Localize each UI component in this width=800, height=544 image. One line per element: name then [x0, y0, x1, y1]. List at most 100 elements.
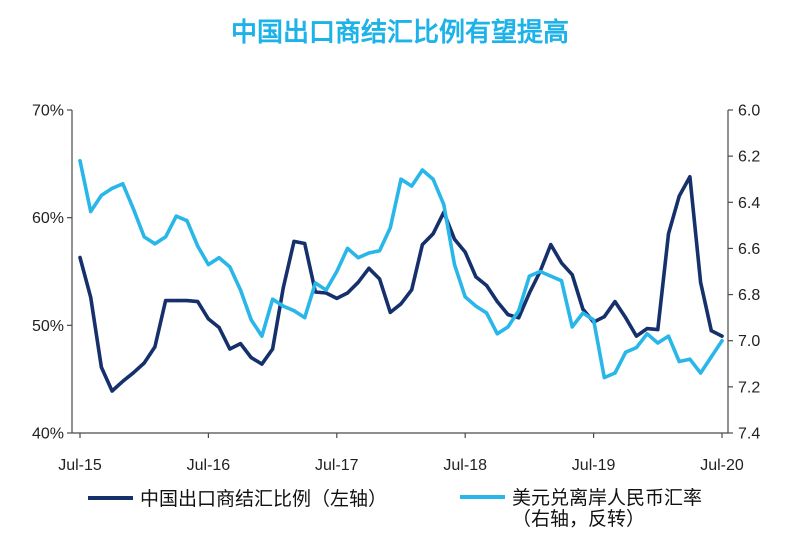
settlement-ratio-point — [292, 239, 296, 243]
settlement-ratio-point — [356, 280, 360, 284]
usd-cnh-rate-point — [666, 334, 671, 338]
left-y-tick-label: 50% — [32, 318, 64, 335]
x-tick-label: Jul-18 — [443, 457, 487, 474]
left-y-tick-label: 40% — [32, 426, 64, 443]
settlement-ratio-point — [228, 347, 232, 351]
usd-cnh-rate-point — [399, 177, 403, 181]
settlement-ratio-point — [399, 302, 403, 306]
legend: 中国出口商结汇比例（左轴） 美元兑离岸人民币汇率 （右轴，反转） — [88, 487, 702, 530]
settlement-ratio-point — [463, 250, 467, 254]
right-y-tick-label: 6.0 — [738, 103, 760, 120]
settlement-ratio-point — [709, 329, 713, 333]
legend-axis-note-usd-cnh-rate: （右轴，反转） — [512, 508, 645, 530]
settlement-ratio-point — [431, 232, 435, 236]
settlement-ratio-point — [217, 325, 221, 330]
left-y-tick-label: 60% — [32, 210, 64, 227]
usd-cnh-rate-point — [121, 182, 125, 186]
settlement-ratio-point — [581, 307, 585, 311]
usd-cnh-rate-point — [185, 219, 189, 223]
settlement-ratio-point — [645, 327, 649, 331]
usd-cnh-rate-point — [474, 304, 478, 308]
right-y-tick-label: 6.4 — [738, 195, 760, 212]
usd-cnh-rate-point — [367, 251, 371, 255]
settlement-ratio-point — [206, 317, 210, 321]
settlement-ratio-line — [78, 175, 724, 393]
usd-cnh-rate-series — [78, 159, 724, 380]
settlement-ratio-point — [174, 299, 178, 303]
settlement-ratio-point — [506, 313, 510, 317]
usd-cnh-rate-point — [335, 269, 339, 274]
usd-cnh-rate-point — [110, 186, 114, 190]
usd-cnh-rate-point — [677, 359, 681, 364]
usd-cnh-rate-point — [164, 235, 168, 239]
settlement-ratio-point — [78, 255, 82, 260]
right-y-tick-label: 7.0 — [738, 333, 760, 350]
settlement-ratio-point — [485, 283, 489, 288]
usd-cnh-rate-point — [89, 209, 93, 214]
usd-cnh-rate-point — [634, 346, 639, 350]
settlement-ratio-point — [378, 277, 382, 281]
settlement-ratio-point — [388, 310, 392, 314]
usd-cnh-rate-point — [485, 311, 489, 315]
settlement-ratio-point — [720, 334, 724, 338]
legend-series-name: 中国出口商结汇比例 — [140, 488, 311, 510]
usd-cnh-rate-point — [613, 371, 617, 375]
usd-cnh-rate-point — [645, 332, 649, 336]
settlement-ratio-point — [559, 261, 564, 265]
usd-cnh-rate-point — [431, 177, 435, 181]
usd-cnh-rate-point — [410, 184, 414, 188]
settlement-ratio-point — [153, 345, 157, 349]
usd-cnh-rate-point — [570, 325, 574, 329]
settlement-ratio-point — [260, 362, 264, 366]
axes — [71, 110, 729, 434]
usd-cnh-rate-point — [131, 207, 136, 211]
usd-cnh-rate-point — [602, 376, 606, 380]
settlement-ratio-point — [474, 275, 478, 279]
usd-cnh-rate-point — [174, 214, 178, 218]
usd-cnh-rate-point — [238, 288, 243, 292]
usd-cnh-rate-point — [356, 256, 360, 260]
usd-cnh-rate-point — [78, 159, 82, 163]
settlement-ratio-point — [142, 361, 146, 365]
usd-cnh-rate-line — [78, 159, 724, 380]
usd-cnh-rate-point — [559, 279, 564, 283]
left-y-tick-label: 70% — [32, 103, 64, 120]
settlement-ratio-point — [495, 300, 499, 304]
settlement-ratio-point — [99, 365, 103, 369]
usd-cnh-rate-point — [699, 371, 703, 375]
right-y-tick-label: 7.2 — [738, 379, 760, 396]
usd-cnh-rate-point — [142, 235, 146, 239]
usd-cnh-rate-point — [260, 334, 264, 338]
right-y-tick-label: 7.4 — [738, 426, 760, 443]
legend-axis-note: （左轴） — [311, 488, 387, 510]
x-tick-label: Jul-16 — [187, 457, 231, 474]
usd-cnh-rate-point — [527, 274, 532, 278]
usd-cnh-rate-point — [720, 339, 724, 343]
usd-cnh-rate-point — [292, 309, 296, 313]
usd-cnh-rate-point — [249, 318, 253, 322]
settlement-ratio-point — [271, 347, 275, 351]
settlement-ratio-point — [613, 300, 617, 304]
right-y-tick-label: 6.2 — [738, 149, 760, 166]
usd-cnh-rate-point — [153, 242, 157, 246]
usd-cnh-rate-point — [217, 256, 221, 260]
usd-cnh-rate-point — [271, 297, 275, 301]
settlement-ratio-point — [249, 356, 253, 360]
settlement-ratio-point — [281, 286, 285, 290]
settlement-ratio-point — [110, 389, 114, 393]
settlement-ratio-series — [78, 175, 724, 393]
usd-cnh-rate-point — [709, 355, 713, 359]
usd-cnh-rate-point — [196, 244, 200, 248]
settlement-ratio-point — [677, 194, 681, 198]
usd-cnh-rate-point — [281, 304, 285, 308]
settlement-ratio-point — [666, 232, 671, 236]
usd-cnh-rate-point — [442, 203, 446, 207]
usd-cnh-rate-point — [495, 332, 499, 336]
legend-label-usd-cnh-rate: 美元兑离岸人民币汇率 — [512, 487, 702, 509]
settlement-ratio-point — [656, 328, 660, 332]
settlement-ratio-point — [324, 291, 328, 295]
settlement-ratio-point — [131, 371, 136, 375]
usd-cnh-rate-point — [592, 318, 596, 322]
usd-cnh-rate-point — [538, 269, 542, 274]
